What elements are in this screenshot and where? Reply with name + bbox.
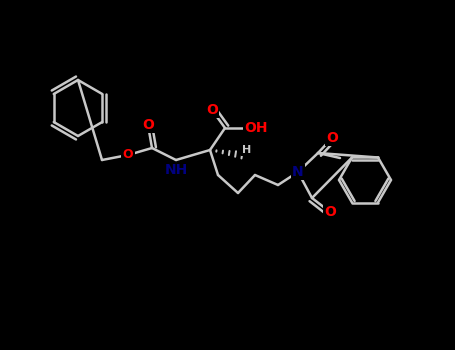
Text: H: H [243,145,252,155]
Text: O: O [123,148,133,161]
Text: NH: NH [164,163,187,177]
Text: O: O [206,103,218,117]
Text: O: O [142,118,154,132]
Text: OH: OH [244,121,268,135]
Text: O: O [324,205,336,219]
Text: O: O [326,131,338,145]
Text: N: N [292,165,304,179]
